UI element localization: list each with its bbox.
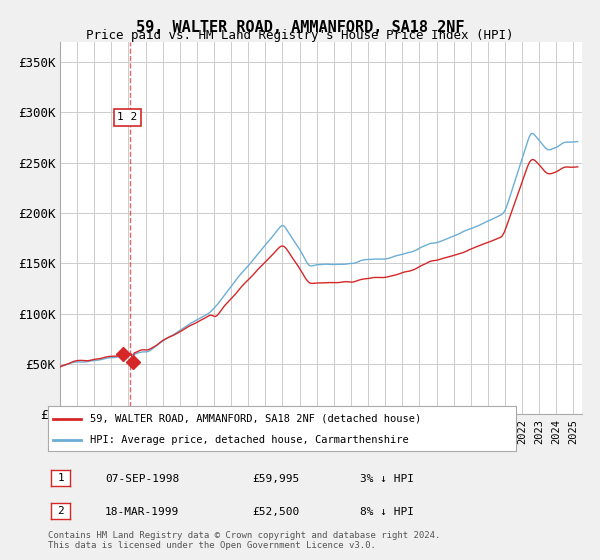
Text: 18-MAR-1999: 18-MAR-1999: [105, 507, 179, 517]
Text: Price paid vs. HM Land Registry's House Price Index (HPI): Price paid vs. HM Land Registry's House …: [86, 29, 514, 42]
Text: 07-SEP-1998: 07-SEP-1998: [105, 474, 179, 484]
Text: 8% ↓ HPI: 8% ↓ HPI: [360, 507, 414, 517]
Text: 3% ↓ HPI: 3% ↓ HPI: [360, 474, 414, 484]
Text: 1 2: 1 2: [118, 113, 138, 123]
Text: 59, WALTER ROAD, AMMANFORD, SA18 2NF: 59, WALTER ROAD, AMMANFORD, SA18 2NF: [136, 20, 464, 35]
Text: 1: 1: [57, 473, 64, 483]
Text: £52,500: £52,500: [252, 507, 299, 517]
Text: 59, WALTER ROAD, AMMANFORD, SA18 2NF (detached house): 59, WALTER ROAD, AMMANFORD, SA18 2NF (de…: [90, 413, 421, 423]
Text: 2: 2: [57, 506, 64, 516]
Text: £59,995: £59,995: [252, 474, 299, 484]
Text: Contains HM Land Registry data © Crown copyright and database right 2024.
This d: Contains HM Land Registry data © Crown c…: [48, 530, 440, 550]
Text: HPI: Average price, detached house, Carmarthenshire: HPI: Average price, detached house, Carm…: [90, 435, 409, 445]
